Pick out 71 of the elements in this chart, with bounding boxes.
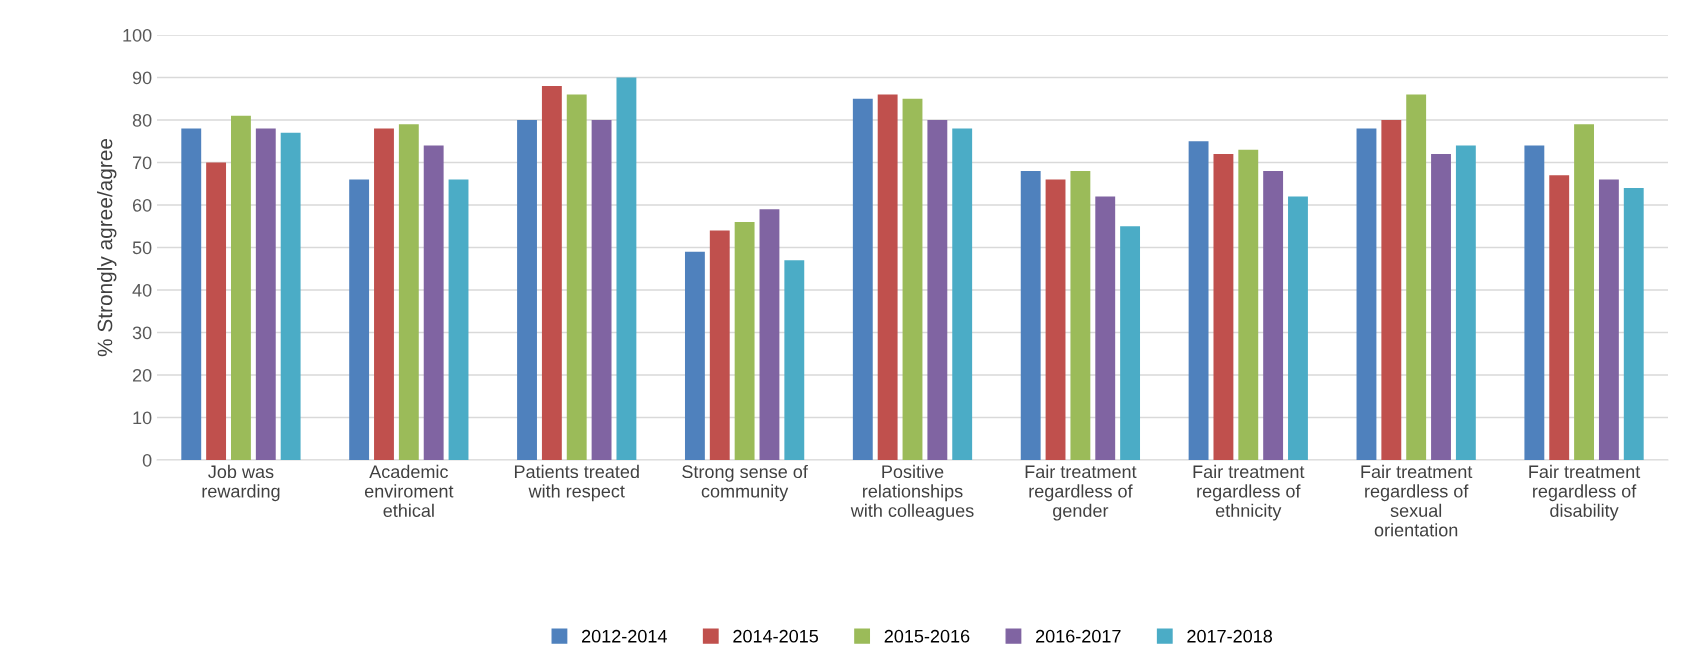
legend-label: 2012-2014 xyxy=(582,629,667,643)
bar xyxy=(1356,128,1377,460)
bar xyxy=(541,86,562,460)
bar xyxy=(1213,154,1234,460)
bar xyxy=(1120,226,1141,460)
x-tick-label: Academic enviroment ethical xyxy=(364,464,454,518)
bar xyxy=(1524,145,1545,460)
y-tick-label: 20 xyxy=(132,368,152,382)
bar xyxy=(616,77,637,460)
y-tick-label: 90 xyxy=(132,71,152,85)
bar xyxy=(398,124,419,460)
legend-label: 2016-2017 xyxy=(1036,629,1121,643)
bar xyxy=(1598,179,1619,460)
bar xyxy=(684,251,705,460)
y-tick-label: 50 xyxy=(132,241,152,255)
bar xyxy=(423,145,444,460)
bar xyxy=(1549,175,1570,460)
x-tick-label: Fair treatment regardless of ethnicity xyxy=(1193,464,1305,521)
y-tick-label: 40 xyxy=(132,283,152,297)
x-tick-label: Fair treatment regardless of sexual orientation xyxy=(1361,464,1473,537)
x-tick-label: Fair treatment regardless of gender xyxy=(1025,464,1137,521)
y-tick-label: 0 xyxy=(142,453,152,467)
bar xyxy=(181,128,202,460)
bar xyxy=(1431,154,1451,460)
bar xyxy=(566,94,587,460)
x-tick-label: Strong sense of community xyxy=(682,464,808,502)
bar xyxy=(280,132,301,460)
bar xyxy=(591,120,612,460)
bar xyxy=(709,230,730,460)
x-tick-label: Positive relationships with colleagues xyxy=(850,464,974,521)
bar xyxy=(877,94,898,460)
bar xyxy=(1070,171,1091,460)
bar xyxy=(1045,179,1066,460)
bar xyxy=(517,120,537,460)
y-tick-label: 60 xyxy=(132,198,152,212)
y-tick-label: 100 xyxy=(123,28,152,42)
y-tick-label: 30 xyxy=(132,326,152,340)
bar xyxy=(734,222,755,460)
bar xyxy=(1020,171,1041,460)
bar xyxy=(784,260,805,460)
bar xyxy=(255,128,276,460)
bar xyxy=(448,179,469,460)
x-tick-label: Job was rewarding xyxy=(202,464,280,502)
bar xyxy=(1263,171,1284,460)
y-tick-label: 80 xyxy=(132,113,152,127)
x-tick-label: Patients treated with respect xyxy=(514,464,639,502)
bar xyxy=(1238,149,1259,460)
bar xyxy=(374,128,394,460)
bar xyxy=(927,120,948,460)
bar xyxy=(1623,188,1644,460)
bar xyxy=(1381,120,1402,460)
legend-label: 2015-2016 xyxy=(884,629,970,643)
x-tick-label: Fair treatment regardless of disability xyxy=(1529,464,1641,521)
bar xyxy=(206,162,227,460)
bar xyxy=(1406,94,1427,460)
bar xyxy=(1095,196,1116,460)
y-tick-label: 70 xyxy=(132,156,152,170)
bar xyxy=(902,98,923,460)
bar xyxy=(1455,145,1476,460)
bar xyxy=(1188,141,1209,460)
y-axis-title: % Strongly agree/agree xyxy=(97,138,117,357)
y-tick-label: 10 xyxy=(133,411,152,425)
bar xyxy=(1288,196,1308,460)
bar xyxy=(231,115,251,460)
bar xyxy=(952,128,973,460)
legend-label: 2014-2015 xyxy=(733,629,819,643)
legend-label: 2017-2018 xyxy=(1187,629,1273,643)
bar xyxy=(852,98,873,460)
bar xyxy=(349,179,370,460)
bar xyxy=(1574,124,1594,460)
bar xyxy=(759,209,780,460)
